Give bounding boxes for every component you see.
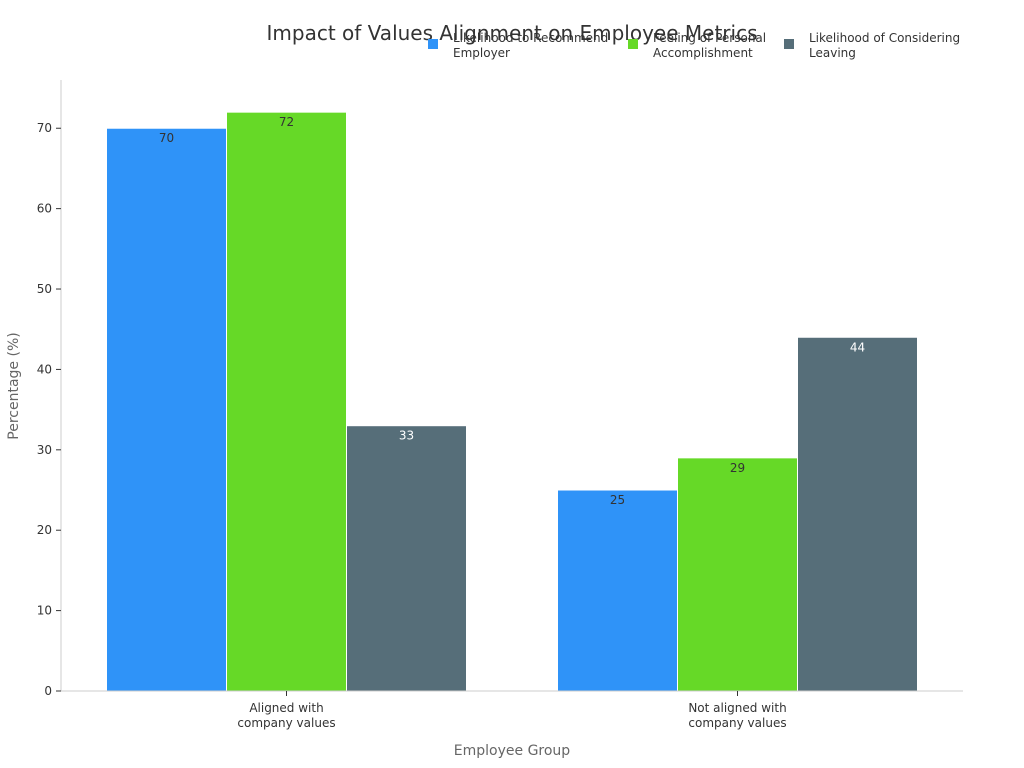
x-tick-label: Aligned with company values <box>237 701 335 730</box>
chart-title: Impact of Values Alignment on Employee M… <box>267 21 758 45</box>
legend-label: Likelihood to Recommend Employer <box>453 31 608 60</box>
y-tick-label: 70 <box>37 121 52 135</box>
y-tick-label: 30 <box>37 443 52 457</box>
legend-item: Likelihood to Recommend Employer <box>428 31 608 60</box>
legend-item: Likelihood of Considering Leaving <box>784 31 960 60</box>
bar-value-label: 72 <box>279 115 294 129</box>
legend-label: Likelihood of Considering Leaving <box>809 31 960 60</box>
y-tick-label: 40 <box>37 362 52 376</box>
bar-value-label: 44 <box>850 340 865 354</box>
y-tick-label: 60 <box>37 202 52 216</box>
x-tick-label: Not aligned with company values <box>688 701 786 730</box>
bar-labels-layer: 70 72 33 25 29 44 <box>159 115 865 507</box>
legend-label: Feeling of Personal Accomplishment <box>653 31 766 60</box>
bar <box>346 425 467 692</box>
bar <box>797 336 918 692</box>
bar <box>557 489 678 692</box>
legend-swatch <box>428 39 438 49</box>
bar-value-label: 33 <box>399 429 414 443</box>
legend-item: Feeling of Personal Accomplishment <box>628 31 766 60</box>
y-axis-label: Percentage (%) <box>6 332 22 439</box>
bar-value-label: 70 <box>159 131 174 145</box>
bars-layer <box>106 111 918 692</box>
legend-swatch <box>784 39 794 49</box>
legend-swatch <box>628 39 638 49</box>
y-tick-label: 0 <box>44 684 52 698</box>
y-ticks-layer: 0 10 20 30 40 50 60 70 <box>37 121 61 698</box>
bar <box>677 457 798 692</box>
axes-layer <box>60 80 963 692</box>
bar-value-label: 25 <box>610 493 625 507</box>
y-tick-label: 50 <box>37 282 52 296</box>
bar <box>106 127 227 692</box>
bar <box>226 111 347 692</box>
x-ticks-layer: Aligned with company values Not aligned wi… <box>237 691 787 730</box>
legend: Likelihood to Recommend Employer Feeling o… <box>428 31 960 60</box>
y-tick-label: 20 <box>37 523 52 537</box>
bar-value-label: 29 <box>730 461 745 475</box>
x-axis-label: Employee Group <box>454 743 571 759</box>
y-tick-label: 10 <box>37 604 52 618</box>
